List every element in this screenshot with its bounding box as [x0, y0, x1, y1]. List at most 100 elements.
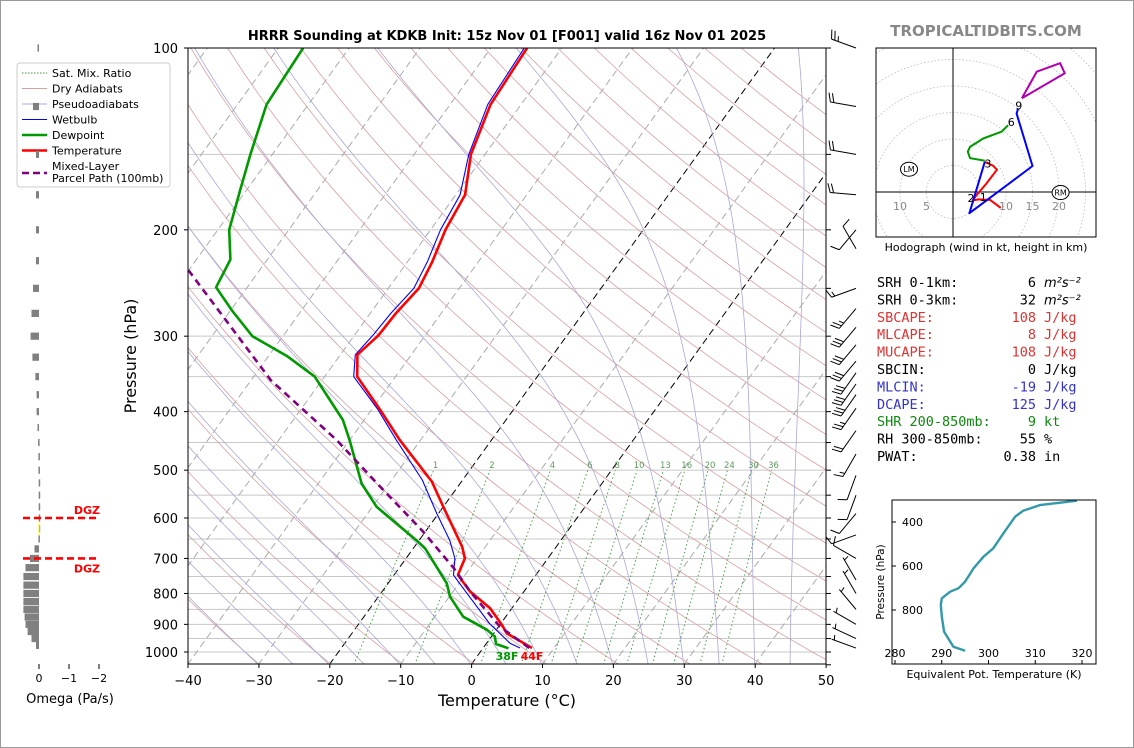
barb-staff [830, 149, 857, 155]
mixing-ratio-label: 4 [550, 461, 555, 471]
x-tick-label: 30 [676, 674, 693, 689]
barb-flag [831, 93, 835, 103]
x-tick-label: −10 [387, 674, 414, 689]
wind-barb [830, 344, 857, 366]
barb-flag [833, 474, 844, 477]
mixing-ratio-label: 2 [489, 461, 494, 471]
omega-bar [36, 226, 39, 234]
theta-e-frame [891, 499, 1097, 665]
isotherm [683, 466, 826, 664]
omega-bar [37, 44, 39, 52]
stat-unit: % [1044, 432, 1052, 448]
omega-bar [32, 353, 39, 361]
hodograph-panel: 10 5 10 15 20 12 3 69 LM RM [876, 48, 1096, 237]
barb-flag [834, 337, 844, 343]
hodograph-trace [966, 124, 1009, 162]
isotherm [400, 74, 826, 664]
stat-row: SHR 200-850mb: 9 kt [877, 414, 1060, 430]
pseudoadiabat [515, 48, 720, 664]
omega-bar [38, 491, 41, 499]
mixing-ratio-line [651, 470, 709, 664]
storm-motion-marker [900, 161, 919, 177]
brand-watermark: TROPICALTIDBITS.COM [890, 22, 1082, 40]
omega-tick-label: −2 [91, 672, 107, 685]
isotherm [612, 368, 826, 664]
wind-barb [838, 587, 857, 610]
legend-label: Pseudoadiabats [52, 98, 139, 111]
pseudoadiabat [188, 293, 507, 664]
y-tick-label: 300 [153, 330, 178, 345]
barb-half [838, 320, 844, 324]
dgz-label: DGZ [74, 504, 100, 517]
theta-e-x-tick-label: 320 [1072, 647, 1093, 660]
barb-staff [830, 101, 857, 108]
mixing-ratio-label: 24 [724, 461, 735, 471]
y-tick-label: 800 [153, 587, 178, 602]
omega-bar [36, 641, 39, 649]
stat-unit: J/kg [1044, 397, 1077, 413]
pseudoadiabat [273, 48, 649, 664]
hodograph-ring-label: 15 [1026, 200, 1040, 213]
theta-e-trace [939, 500, 1078, 652]
wind-barb [830, 326, 857, 348]
pseudoadiabat [188, 445, 400, 664]
sounding-stats: SRH 0-1km: 6 m²s⁻² SRH 0-3km: 32 m²s⁻² SBCAPE:… [877, 275, 1081, 465]
barb-staff [846, 475, 857, 500]
stat-row: SRH 0-1km: 6 m²s⁻² [877, 275, 1081, 291]
wind-barb [842, 569, 857, 594]
theta-e-panel: 280 290 300 310 320 400 600 800 [885, 500, 1093, 664]
trace-dewpoint [214, 48, 509, 650]
theta-e-x-tick-label: 300 [978, 647, 999, 660]
legend-label: Dewpoint [52, 129, 105, 142]
isotherm [541, 270, 826, 664]
omega-bar [37, 423, 39, 432]
omega-bar [23, 589, 39, 598]
wind-barb [831, 29, 857, 49]
omega-bar [34, 545, 39, 553]
wind-barb [831, 634, 857, 649]
isotherm [188, 48, 421, 371]
omega-bar [24, 613, 39, 621]
stat-row: SBCIN: 0 J/kg [877, 362, 1077, 378]
barb-staff [842, 557, 857, 581]
stat-row: MLCIN: -19 J/kg [877, 379, 1077, 395]
stat-value: 55 [1020, 432, 1036, 448]
barb-flag [832, 321, 842, 327]
omega-bar [36, 191, 39, 199]
mixing-ratio-label: 1 [433, 461, 438, 471]
barb-flag [833, 388, 844, 392]
barb-flag [832, 536, 836, 546]
omega-bar [31, 309, 39, 317]
barb-staff [830, 192, 857, 196]
theta-e-y-tick-label: 400 [902, 516, 923, 529]
stat-label: RH 300-850mb: [877, 432, 983, 448]
barb-staff [846, 495, 857, 520]
isotherm [188, 48, 279, 174]
barb-half [839, 421, 846, 425]
barb-half [844, 555, 849, 561]
stat-label: SRH 0-3km: [877, 292, 958, 308]
wind-barb [842, 218, 857, 250]
y-tick-label: 1000 [145, 646, 178, 661]
pseudoadiabat [188, 350, 471, 664]
omega-bar [35, 373, 39, 381]
barb-staff [838, 513, 857, 534]
y-tick-label: 700 [153, 552, 178, 567]
y-tick-label: 600 [153, 512, 178, 527]
mixing-ratio-label: 20 [705, 461, 716, 471]
omega-bar [23, 572, 39, 581]
pseudoadiabat [188, 560, 294, 664]
barb-flag [831, 448, 842, 453]
wind-barb [831, 430, 857, 453]
stat-value: 6 [1028, 275, 1036, 291]
stat-unit: kt [1044, 414, 1060, 430]
stat-row: DCAPE: 125 J/kg [877, 397, 1077, 413]
barb-flag [831, 140, 835, 151]
storm-motion-marker [1051, 185, 1070, 201]
pseudoadiabat [194, 48, 614, 664]
surface-dewpoint-label: 38F [496, 650, 519, 663]
stat-label: MLCIN: [877, 379, 926, 395]
barb-staff [840, 372, 857, 395]
wind-barb [842, 555, 857, 581]
